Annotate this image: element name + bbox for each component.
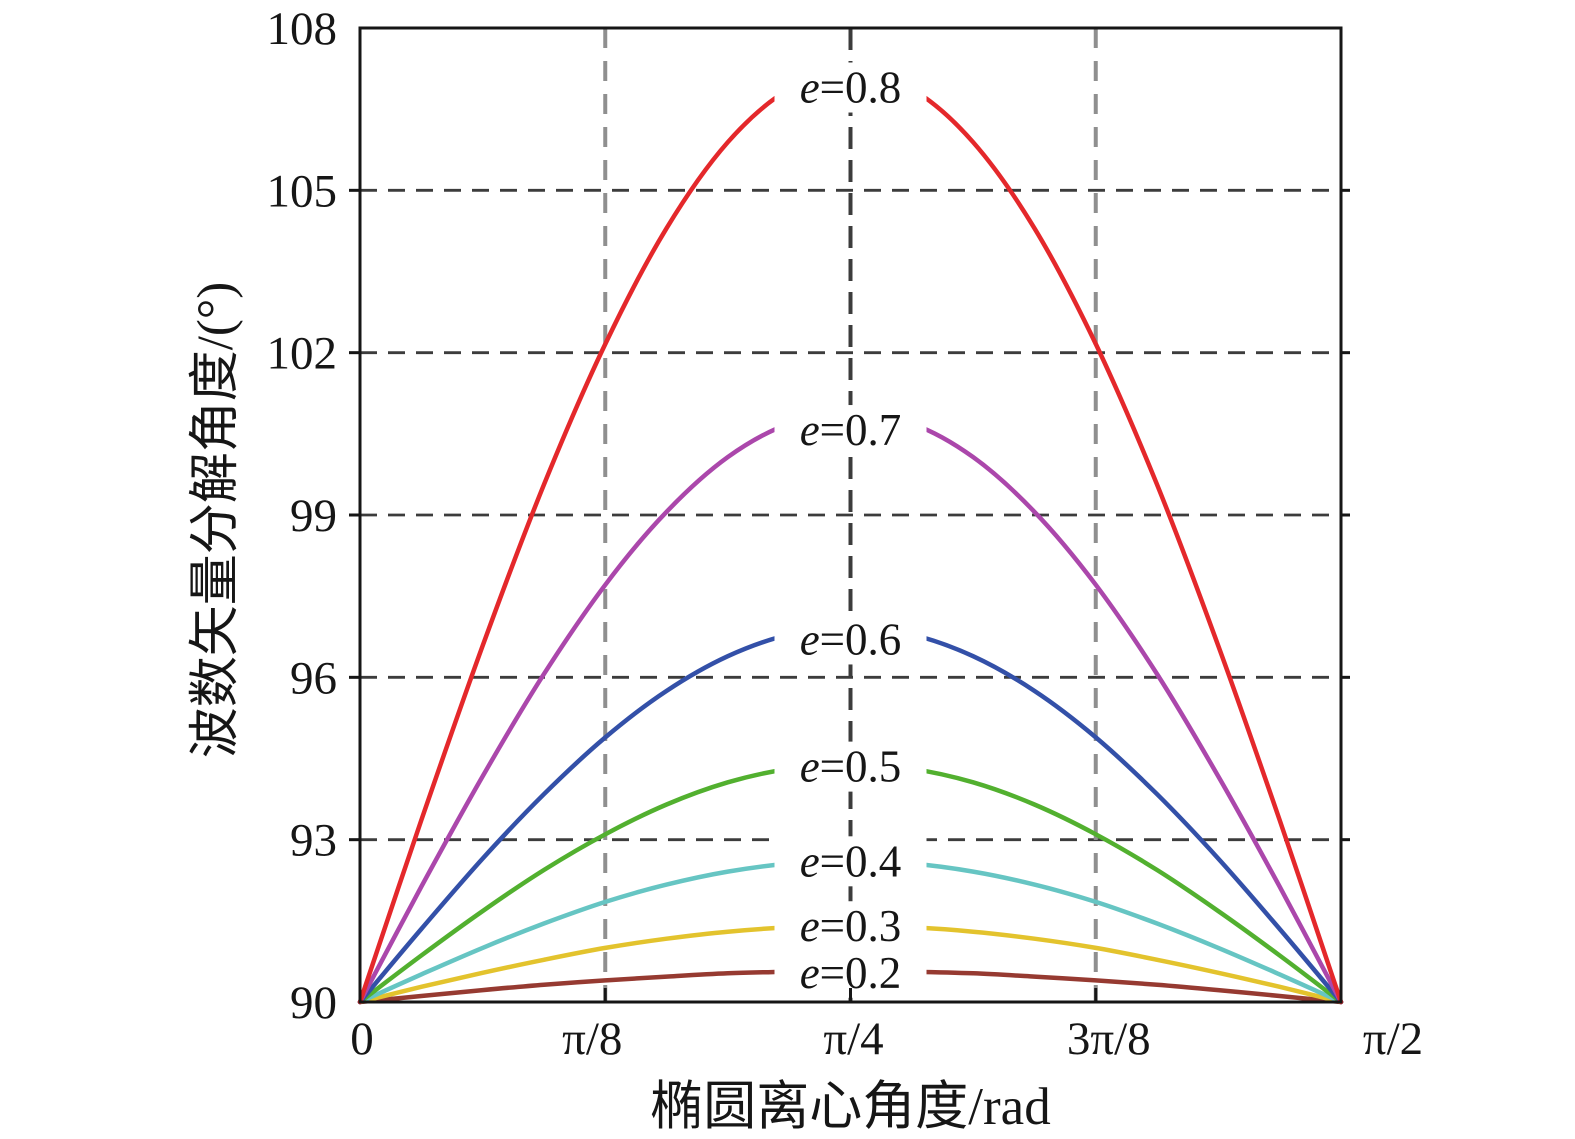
y-axis-title: 波数矢量分解角度/(°)	[188, 282, 244, 759]
curve-label-0-7: e=0.7	[800, 405, 902, 455]
y-tick-label-0: 90	[290, 977, 337, 1029]
curve-label-mask-0-7	[774, 405, 927, 456]
x-axis-title: 椭圆离心角度/rad	[650, 1078, 1050, 1136]
curve-label-0-3: e=0.3	[800, 901, 902, 951]
x-tick-label-0: 0	[350, 1013, 374, 1065]
x-tick-label-3: 3π/8	[1067, 1013, 1151, 1065]
y-tick-label-3: 99	[290, 490, 337, 542]
curve-label-mask-0-6	[774, 614, 927, 665]
curve-label-mask-0-8	[774, 62, 927, 113]
y-tick-label-5: 105	[267, 165, 338, 217]
x-tick-label-1: π/8	[562, 1013, 622, 1065]
curve-label-0-4: e=0.4	[800, 836, 902, 886]
curve-label-mask-0-5	[774, 741, 927, 792]
x-tick-label-2: π/4	[823, 1013, 883, 1065]
y-tick-label-4: 102	[267, 328, 338, 380]
y-tick-label-1: 93	[290, 815, 337, 867]
curve-label-0-8: e=0.8	[800, 63, 902, 113]
curve-label-0-5: e=0.5	[800, 742, 902, 792]
y-tick-label-2: 96	[290, 652, 337, 704]
y-tick-label-6: 108	[267, 3, 338, 55]
curve-label-mask-0-3	[774, 901, 927, 952]
curve-label-0-2: e=0.2	[800, 948, 902, 998]
x-tick-label-4: π/2	[1363, 1013, 1423, 1065]
curve-label-mask-0-4	[774, 836, 927, 887]
curve-label-0-6: e=0.6	[800, 614, 902, 664]
